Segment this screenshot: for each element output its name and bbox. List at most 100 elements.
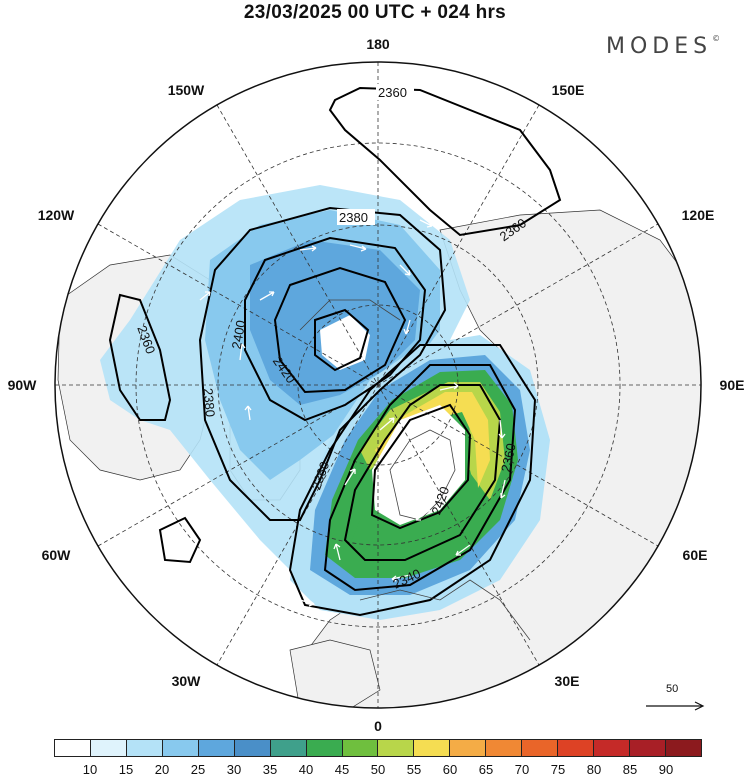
wind-arrow — [403, 319, 411, 335]
contour-2400 — [244, 236, 427, 422]
colorbar-swatch — [342, 740, 379, 756]
colorbar-tick-label: 75 — [550, 762, 566, 777]
map-title: 23/03/2025 00 UTC + 024 hrs — [243, 2, 507, 23]
copyright-mark: © — [712, 34, 721, 43]
wind-arrow — [379, 417, 395, 431]
wind-arrow — [349, 244, 367, 252]
lon-label-150w: 150W — [168, 82, 205, 98]
graticule — [55, 62, 701, 708]
wind-arrow — [500, 479, 506, 499]
colorbar-tick-label: 45 — [334, 762, 350, 777]
coastlines — [299, 299, 531, 641]
contour-2300 — [370, 403, 472, 530]
colorbar-swatch — [450, 740, 487, 756]
lon-label-60w: 60W — [42, 547, 72, 563]
colorbar-swatch — [270, 740, 307, 756]
colorbar-swatch — [198, 740, 235, 756]
geopotential-contours — [108, 86, 562, 617]
colorbar-tick-label: 35 — [262, 762, 278, 777]
wind-arrow — [415, 509, 431, 521]
map-disk: 2360 2380 2360 2400 2420 2380 2360 2360 … — [55, 62, 701, 708]
reference-vector-label: 50 — [666, 683, 679, 695]
lon-label-90e: 90E — [720, 377, 745, 393]
wind-arrow — [299, 599, 315, 607]
polar-stereographic-map: 2360 2380 2360 2400 2420 2380 2360 2360 … — [8, 36, 745, 734]
colorbar-tick-label: 55 — [406, 762, 422, 777]
colorbar-labels: 10 15 20 25 30 35 40 45 50 55 60 65 70 75 80 85 90 — [54, 762, 702, 780]
reference-vector-arrow-icon — [646, 701, 705, 711]
colorbar-tick-label: 20 — [154, 762, 170, 777]
contour-label: 2360 — [498, 442, 519, 473]
modes-logo: MODES© — [606, 34, 720, 59]
wind-arrow — [454, 449, 462, 469]
lon-label-120w: 120W — [38, 207, 75, 223]
lon-label-90w: 90W — [8, 377, 38, 393]
wind-arrow — [259, 291, 275, 301]
lon-label-180: 180 — [366, 36, 390, 52]
colorbar-swatch — [55, 740, 91, 756]
contour-2340 — [323, 364, 517, 592]
lon-label-120e: 120E — [682, 207, 715, 223]
colorbar-tick-label: 30 — [226, 762, 242, 777]
colorbar-swatch — [522, 740, 559, 756]
contour-2360-west — [108, 293, 172, 421]
contour-2360-sw — [158, 516, 202, 564]
map-boundary — [54, 61, 702, 709]
pole-center — [320, 315, 370, 370]
colorbar-swatch — [162, 740, 199, 756]
colorbar-swatch — [630, 740, 666, 756]
wind-arrow — [333, 543, 341, 561]
wind-arrow — [199, 291, 211, 301]
contour-2440 — [314, 308, 370, 372]
contour-label: 2380 — [339, 210, 368, 225]
colorbar-swatch — [306, 740, 343, 756]
colorbar-tick-label: 10 — [82, 762, 98, 777]
colorbar-swatch — [486, 740, 523, 756]
colorbar-swatch — [665, 740, 701, 756]
contour-2420 — [273, 266, 407, 394]
lon-label-60e: 60E — [683, 547, 708, 563]
lon-label-0: 0 — [374, 718, 382, 734]
wind-speed-colorbar — [54, 739, 702, 757]
wind-arrow — [455, 544, 471, 556]
lon-label-30w: 30W — [172, 673, 202, 689]
colorbar-tick-label: 90 — [658, 762, 674, 777]
lon-label-30e: 30E — [555, 673, 580, 689]
colorbar-swatch — [558, 740, 595, 756]
wind-arrow — [391, 574, 411, 582]
coast-europe — [359, 579, 531, 641]
colorbar-swatch — [90, 740, 127, 756]
brand-text: MODES — [606, 34, 713, 59]
colorbar-swatch — [234, 740, 271, 756]
wind-arrow — [344, 468, 356, 486]
colorbar-tick-label: 80 — [586, 762, 602, 777]
coast-arctic — [299, 299, 401, 331]
wind-arrow — [419, 219, 433, 228]
contour-2360-north — [328, 86, 562, 237]
colorbar-tick-label: 40 — [298, 762, 314, 777]
contour-label: 2360 — [378, 85, 407, 100]
contour-2360-jet — [288, 344, 537, 617]
wind-arrow — [399, 264, 411, 276]
contour-label: 2400 — [229, 319, 249, 350]
lon-label-150e: 150E — [552, 82, 585, 98]
wind-arrow — [299, 245, 317, 252]
colorbar-tick-label: 15 — [118, 762, 134, 777]
colorbar-tick-label: 50 — [370, 762, 386, 777]
contour-2380 — [198, 206, 447, 521]
colorbar-tick-label: 85 — [622, 762, 638, 777]
colorbar-swatch — [594, 740, 630, 756]
wind-arrow — [238, 343, 246, 361]
wind-vectors — [199, 219, 506, 607]
colorbar-swatch — [414, 740, 451, 756]
colorbar-swatch — [378, 740, 415, 756]
colorbar-tick-label: 25 — [190, 762, 206, 777]
contour-label: 2380 — [201, 387, 218, 417]
wind-arrow — [244, 405, 252, 421]
colorbar-swatch — [126, 740, 163, 756]
coast-scandinavia — [389, 429, 456, 521]
colorbar-tick-label: 60 — [442, 762, 458, 777]
land-africa — [289, 639, 381, 708]
colorbar-tick-label: 70 — [514, 762, 530, 777]
wind-arrow — [439, 382, 459, 391]
